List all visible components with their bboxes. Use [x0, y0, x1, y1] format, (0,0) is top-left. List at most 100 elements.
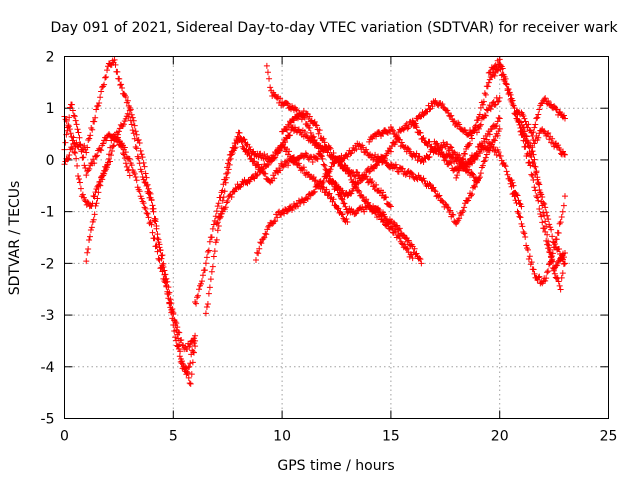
data-point [300, 199, 307, 206]
x-axis-label: GPS time / hours [277, 458, 394, 474]
data-point [125, 166, 132, 173]
data-point [131, 170, 138, 177]
data-point [115, 128, 122, 135]
data-point [127, 106, 134, 113]
data-point [132, 144, 139, 151]
data-point [208, 268, 215, 275]
data-point [344, 218, 351, 225]
data-point [185, 374, 192, 381]
data-point [535, 179, 542, 186]
data-point [517, 214, 524, 221]
data-point [476, 111, 483, 118]
data-point [153, 222, 160, 229]
plot-frame [64, 56, 609, 419]
data-point [479, 162, 486, 169]
data-point [456, 167, 463, 174]
data-point [476, 174, 483, 181]
data-point [168, 306, 175, 313]
data-point [539, 219, 546, 226]
data-point [506, 89, 513, 96]
data-point [121, 155, 128, 162]
data-point [301, 128, 308, 135]
data-point [315, 145, 322, 152]
data-point [354, 169, 361, 176]
data-point [533, 193, 540, 200]
data-point [255, 250, 262, 257]
data-point [284, 126, 291, 133]
data-point [156, 257, 163, 264]
data-point [488, 103, 495, 110]
y-tick-label: -3 [41, 308, 55, 324]
data-point [124, 110, 131, 117]
data-point [425, 154, 432, 161]
data-point [453, 174, 460, 181]
data-point [548, 226, 555, 233]
data-point [151, 215, 158, 222]
data-point [263, 62, 270, 69]
data-point [79, 191, 86, 198]
data-point [91, 211, 98, 218]
data-point [389, 127, 396, 134]
data-point [83, 149, 90, 156]
data-point [555, 229, 562, 236]
data-point [524, 138, 531, 145]
data-point [561, 151, 568, 158]
data-point [535, 274, 542, 281]
data-point [535, 134, 542, 141]
data-point [534, 176, 541, 183]
data-point [545, 97, 552, 104]
data-point [124, 97, 131, 104]
data-point [224, 198, 231, 205]
data-point [533, 115, 540, 122]
data-point [543, 223, 550, 230]
data-point [542, 95, 549, 102]
data-point [373, 133, 380, 140]
data-point [295, 160, 302, 167]
data-point [481, 157, 488, 164]
data-point [277, 95, 284, 102]
data-point [531, 270, 538, 277]
data-point [485, 79, 492, 86]
data-point [240, 136, 247, 143]
data-point [495, 149, 502, 156]
data-point [65, 123, 72, 130]
data-point [204, 248, 211, 255]
data-point [81, 162, 88, 169]
y-tick-label: 0 [46, 153, 55, 169]
data-point [193, 300, 200, 307]
data-point [137, 147, 144, 154]
data-point [470, 127, 477, 134]
data-point [560, 202, 567, 209]
data-point [536, 186, 543, 193]
data-point [523, 242, 530, 249]
data-point [347, 150, 354, 157]
data-point [551, 270, 558, 277]
data-point [253, 172, 260, 179]
x-tick-label: 10 [273, 429, 291, 445]
data-point [404, 168, 411, 175]
data-point [135, 155, 142, 162]
data-point [556, 282, 563, 289]
data-point [164, 278, 171, 285]
data-point [524, 246, 531, 253]
data-point [222, 179, 229, 186]
data-point [482, 91, 489, 98]
data-point [501, 162, 508, 169]
data-point [83, 258, 90, 265]
data-point [490, 136, 497, 143]
data-point [427, 182, 434, 189]
data-point [104, 67, 111, 74]
data-point [105, 159, 112, 166]
data-point [284, 208, 291, 215]
data-point [96, 181, 103, 188]
data-point [167, 296, 174, 303]
data-point [554, 106, 561, 113]
data-point [371, 205, 378, 212]
data-point [437, 144, 444, 151]
x-tick-labels: 0 5 10 15 20 25 [60, 429, 617, 445]
data-point [306, 113, 313, 120]
data-point [538, 213, 545, 220]
data-point [404, 125, 411, 132]
data-point [520, 229, 527, 236]
data-point [387, 224, 394, 231]
